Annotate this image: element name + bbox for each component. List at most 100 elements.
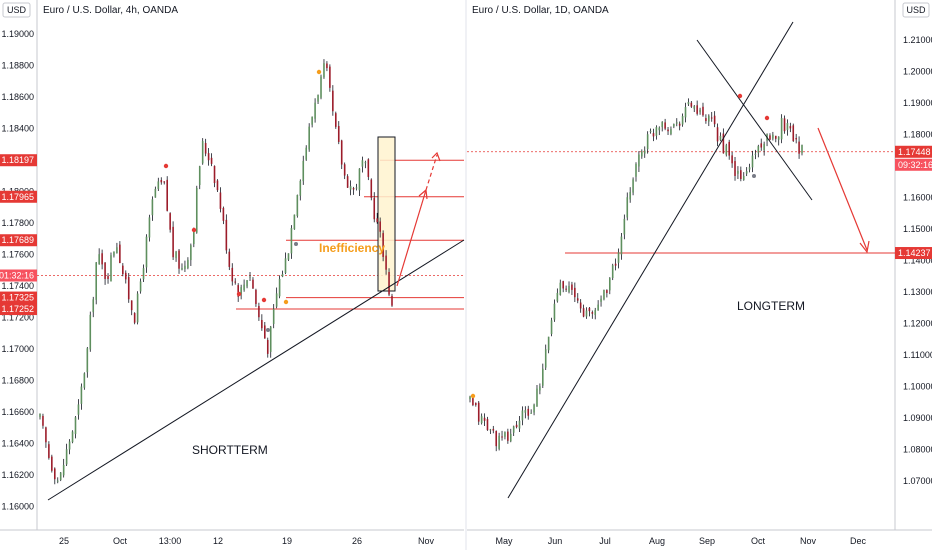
candle-body (110, 255, 112, 282)
left-candlestick-series (39, 59, 393, 485)
projection-arrow-solid[interactable] (396, 189, 427, 287)
candle-body (719, 135, 722, 141)
left-projection-arrows[interactable] (163, 69, 441, 332)
right-projection-arrow[interactable] (470, 93, 870, 399)
right-currency-badge[interactable] (902, 2, 930, 18)
candle-body (382, 233, 384, 257)
candle-body (509, 433, 512, 442)
price-tag-label: 09:32:16 (898, 160, 932, 170)
candle-body (326, 63, 328, 69)
candle-body (754, 153, 757, 155)
candle-body (772, 134, 774, 139)
candle-body (722, 133, 725, 154)
candle-body (364, 162, 367, 164)
candle-body (278, 278, 281, 297)
right-price-axis[interactable]: 1.07000 1.08000 1.09000 1.10000 1.11000 1.120… (903, 35, 932, 486)
candle-body (524, 409, 527, 413)
price-tick-label: 1.17600 (1, 249, 34, 259)
candle-body (204, 142, 207, 154)
candle-body (198, 166, 201, 186)
candle-body (59, 472, 62, 481)
price-tick-label: 1.10000 (903, 382, 932, 392)
price-tag (895, 247, 932, 260)
candle-body (544, 349, 547, 368)
candle-body (68, 441, 71, 450)
left-ascending-trendline[interactable] (47, 239, 465, 501)
candle-body (228, 251, 231, 267)
left-time-axis[interactable]: 25 Oct 13:00 12 19 26 Nov (59, 536, 435, 546)
candle-body (113, 251, 115, 256)
inefficiency-box[interactable] (377, 136, 396, 292)
arrow-head (859, 240, 870, 254)
candle-body (801, 144, 803, 154)
candle-body (45, 427, 47, 443)
candle-body (530, 412, 532, 414)
inefficiency-label: Inefficiency (319, 241, 385, 255)
candle-body (582, 308, 585, 317)
candle-body (533, 404, 535, 413)
arrow-head (431, 151, 441, 162)
candle-body (748, 167, 751, 170)
candle-body (86, 348, 89, 373)
price-tick-label: 1.08000 (903, 445, 932, 455)
candle-body (290, 228, 293, 254)
right-currency-label: USD (906, 5, 926, 15)
candle-body (133, 313, 136, 323)
candle-body (62, 464, 65, 476)
candle-body (643, 150, 646, 154)
candle-body (240, 287, 242, 295)
candle-body (311, 116, 313, 125)
candle-body (358, 168, 361, 191)
candle-body (92, 299, 95, 313)
candle-body (611, 265, 614, 279)
candle-body (638, 154, 640, 167)
candle-body (373, 198, 376, 220)
candle-body (340, 140, 343, 165)
candle-body (550, 320, 553, 335)
projection-arrow-dashed[interactable] (425, 154, 438, 191)
candle-body (234, 281, 237, 283)
left-chart-panel[interactable]: 1.16000 1.16200 1.16400 1.16600 1.16800 1.170… (0, 0, 465, 550)
candle-body (710, 117, 713, 119)
candle-body (269, 326, 272, 352)
candle-body (157, 181, 160, 189)
candle-body (139, 281, 142, 292)
candle-body (559, 282, 562, 295)
left-currency-badge[interactable] (2, 2, 31, 18)
price-tick-label: 1.07000 (903, 476, 932, 486)
candle-body (56, 480, 59, 482)
candle-body (480, 416, 483, 424)
descending-trendline[interactable] (696, 39, 813, 201)
signal-dot (283, 299, 289, 305)
candle-body (626, 197, 629, 218)
candle-body (74, 417, 77, 435)
candle-body (246, 280, 248, 287)
right-chart-panel[interactable]: 1.07000 1.08000 1.09000 1.10000 1.11000 1.120… (467, 0, 932, 546)
candle-body (731, 155, 733, 164)
candle-body (367, 159, 370, 177)
candle-body (145, 236, 148, 268)
signal-dot (764, 115, 770, 121)
price-tag (0, 269, 37, 282)
candle-body (617, 252, 620, 263)
signal-dot (294, 242, 298, 246)
candle-body (361, 160, 364, 167)
time-tick-label: 12 (213, 536, 223, 546)
ascending-trendline[interactable] (507, 21, 794, 499)
candle-body (302, 160, 305, 182)
projection-arrow[interactable] (817, 127, 868, 251)
price-tick-label: 1.17400 (1, 281, 34, 291)
right-trendlines[interactable] (507, 21, 813, 499)
candle-body (317, 94, 319, 102)
candle-body (547, 336, 550, 351)
right-time-axis[interactable]: May Jun Jul Aug Sep Oct Nov Dec (495, 536, 866, 546)
candle-body (562, 281, 564, 289)
time-tick-label: 19 (282, 536, 292, 546)
candle-body (332, 90, 334, 112)
price-tick-label: 1.20000 (903, 66, 932, 76)
candle-body (89, 314, 92, 350)
candle-body (635, 163, 637, 177)
candle-body (314, 102, 316, 119)
price-tag (0, 154, 37, 167)
